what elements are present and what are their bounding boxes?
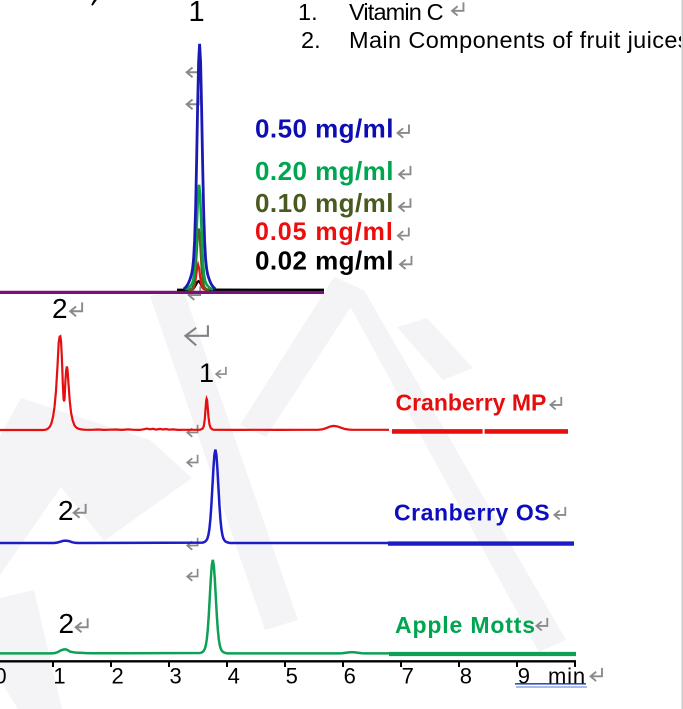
svg-text:2: 2 — [59, 608, 75, 639]
svg-text:4: 4 — [228, 663, 240, 688]
svg-text:0.05 mg/ml: 0.05 mg/ml — [255, 218, 394, 246]
svg-text:0.02 mg/ml: 0.02 mg/ml — [255, 246, 394, 276]
svg-text:2: 2 — [111, 663, 123, 688]
svg-text:6: 6 — [344, 663, 356, 688]
svg-text:2.: 2. — [301, 27, 321, 53]
svg-text:1.: 1. — [298, 0, 318, 25]
svg-text:7: 7 — [402, 663, 414, 688]
svg-text:min: min — [548, 663, 586, 688]
svg-text:0: 0 — [0, 663, 7, 688]
svg-text:3: 3 — [169, 663, 181, 688]
svg-text:Apple Motts: Apple Motts — [395, 612, 536, 638]
svg-text:5: 5 — [286, 663, 298, 688]
svg-text:9: 9 — [518, 663, 530, 688]
svg-text:0.10 mg/ml: 0.10 mg/ml — [255, 188, 394, 218]
svg-text:0.50 mg/ml: 0.50 mg/ml — [255, 114, 394, 144]
svg-text:8: 8 — [460, 663, 472, 688]
svg-text:Cranberry MP: Cranberry MP — [396, 389, 547, 415]
svg-text:2: 2 — [58, 495, 74, 526]
svg-text:Main Components of fruit juice: Main Components of fruit juices — [349, 27, 683, 53]
svg-text:1: 1 — [189, 0, 205, 28]
svg-text:1: 1 — [199, 358, 214, 388]
svg-text:2: 2 — [52, 293, 68, 324]
svg-text:1: 1 — [53, 663, 65, 688]
svg-text:0.20 mg/ml: 0.20 mg/ml — [255, 156, 394, 186]
svg-text:Cranberry OS: Cranberry OS — [394, 499, 550, 525]
svg-text:Vitamin C: Vitamin C — [349, 0, 444, 25]
